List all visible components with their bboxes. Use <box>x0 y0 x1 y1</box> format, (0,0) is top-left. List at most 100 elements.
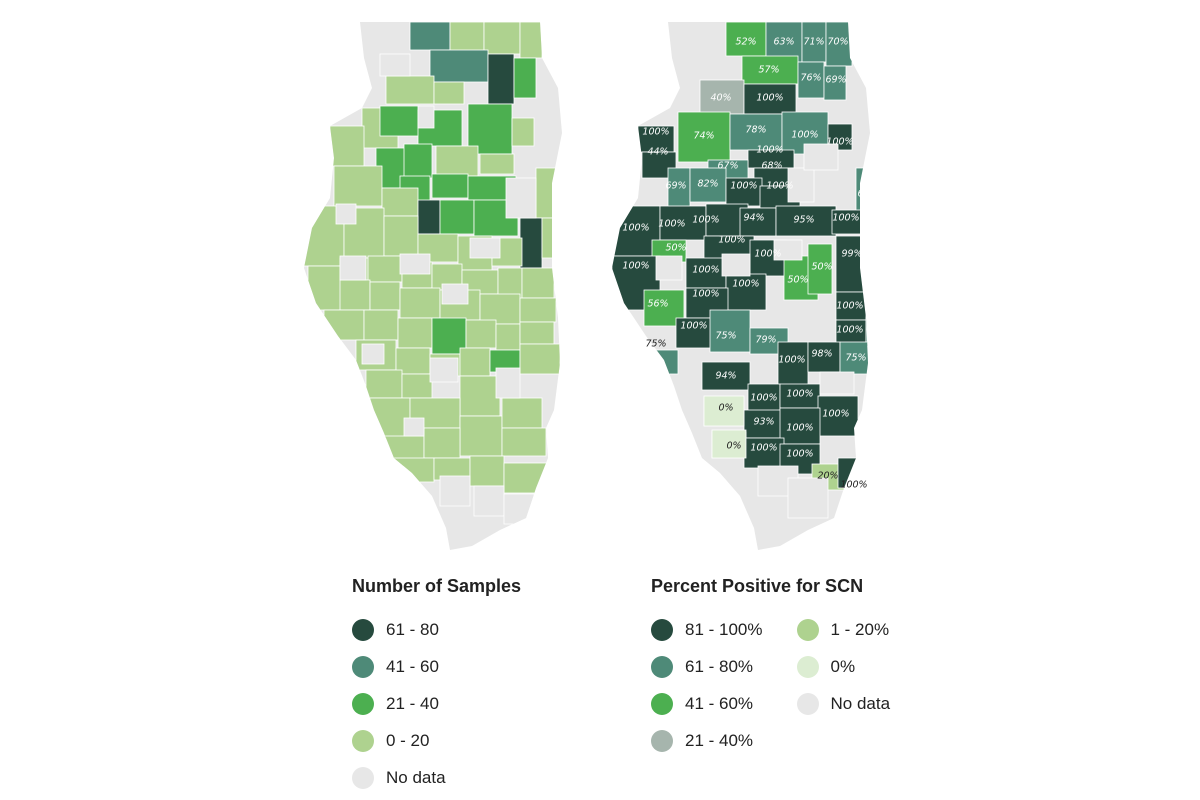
percent-legend: Percent Positive for SCN 81 - 100% 61 - … <box>651 576 890 759</box>
legend-label: 21 - 40% <box>685 730 754 750</box>
county <box>739 207 777 237</box>
county <box>721 253 751 277</box>
percent-legend-item: 21 - 40% <box>651 722 763 759</box>
county <box>511 117 535 147</box>
county-percent-label: 100% <box>750 393 777 404</box>
county <box>439 475 471 507</box>
county <box>823 65 847 101</box>
county <box>839 341 870 375</box>
county-percent-label: 75% <box>715 331 736 342</box>
legend-label: 61 - 80% <box>685 656 754 676</box>
legend-swatch <box>352 655 374 678</box>
legend-swatch <box>352 766 374 789</box>
county <box>807 341 841 373</box>
county <box>423 427 461 459</box>
county <box>399 287 441 319</box>
county-percent-label: 100% <box>822 409 849 420</box>
county <box>541 217 562 259</box>
county <box>307 265 345 311</box>
county <box>519 343 561 375</box>
county <box>479 153 515 175</box>
county-percent-label: 100% <box>658 219 685 230</box>
county <box>393 457 435 483</box>
legend-label: 21 - 40 <box>386 693 439 713</box>
county <box>701 361 751 391</box>
county-percent-label: 100% <box>680 321 707 332</box>
county-percent-label: 100% <box>766 181 793 192</box>
county <box>329 125 365 167</box>
legend-swatch <box>796 692 819 715</box>
county <box>483 22 521 55</box>
county <box>787 477 829 519</box>
county-percent-label: 75% <box>645 339 666 350</box>
county <box>473 485 505 517</box>
county <box>779 407 821 445</box>
county-percent-label: 71% <box>803 37 824 48</box>
percent-map: 52% 63% 71% 70% 57% 76% 69% 40% 100% 100% 44% 74% 78… <box>608 18 900 553</box>
county <box>323 309 365 341</box>
legend-label: 81 - 100% <box>685 619 763 639</box>
county-percent-label: 77% <box>875 291 896 302</box>
samples-legend-item: 61 - 80 <box>352 611 521 648</box>
county <box>403 417 425 437</box>
county-percent-label: 100% <box>832 213 859 224</box>
county <box>365 369 403 399</box>
percent-map-svg: 52% 63% 71% 70% 57% 76% 69% 40% 100% 100% 44% 74% 78… <box>612 22 900 550</box>
county <box>435 145 479 177</box>
county-percent-label: 76% <box>800 73 821 84</box>
county <box>519 297 557 323</box>
legend-label: 41 - 60% <box>685 693 754 713</box>
percent-legend-item: 61 - 80% <box>651 648 763 685</box>
county <box>369 281 401 311</box>
county-percent-label: 70% <box>827 37 848 48</box>
county <box>675 317 717 349</box>
county-percent-label: 100% <box>786 389 813 400</box>
legend-swatch <box>796 655 819 678</box>
county <box>773 239 803 261</box>
legend-label: No data <box>386 767 446 787</box>
county <box>689 167 727 203</box>
county-percent-label: 44% <box>647 147 668 158</box>
county-percent-label: 78% <box>745 125 766 136</box>
county-percent-label: 67% <box>857 189 878 200</box>
county <box>339 255 367 281</box>
county <box>429 49 489 83</box>
county-percent-label: 69% <box>665 181 686 192</box>
county <box>513 57 537 99</box>
county <box>429 357 459 383</box>
county <box>367 255 403 283</box>
county-percent-label: 98% <box>811 349 832 360</box>
county <box>725 22 767 57</box>
county <box>417 105 435 129</box>
county-percent-label: 67% <box>717 161 738 172</box>
county <box>399 253 431 275</box>
county <box>495 367 521 399</box>
county <box>747 383 781 413</box>
county-percent-label: 100% <box>786 449 813 460</box>
county <box>449 22 485 55</box>
county-percent-label: 100% <box>692 265 719 276</box>
samples-legend-title: Number of Samples <box>352 576 522 596</box>
samples-legend-item: 41 - 60 <box>352 648 521 685</box>
county-percent-label: 0% <box>718 403 733 414</box>
county <box>765 22 803 63</box>
county-percent-label: 69% <box>825 75 846 86</box>
county <box>363 309 399 341</box>
county-percent-label: 75% <box>845 353 866 364</box>
legend-swatch <box>352 618 374 641</box>
county-percent-label: 100% <box>840 480 867 491</box>
county <box>459 375 501 417</box>
county-percent-label: 79% <box>755 335 776 346</box>
county <box>743 83 797 115</box>
percent-legend-item: 0% <box>796 648 891 685</box>
legend-swatch <box>796 618 819 641</box>
county <box>433 81 465 105</box>
county <box>441 283 469 305</box>
county <box>677 111 731 163</box>
county <box>409 22 451 51</box>
county <box>333 165 383 207</box>
county <box>339 279 371 311</box>
county <box>403 143 433 179</box>
county-percent-label: 0% <box>726 441 741 452</box>
county-percent-label: 100% <box>836 325 863 336</box>
